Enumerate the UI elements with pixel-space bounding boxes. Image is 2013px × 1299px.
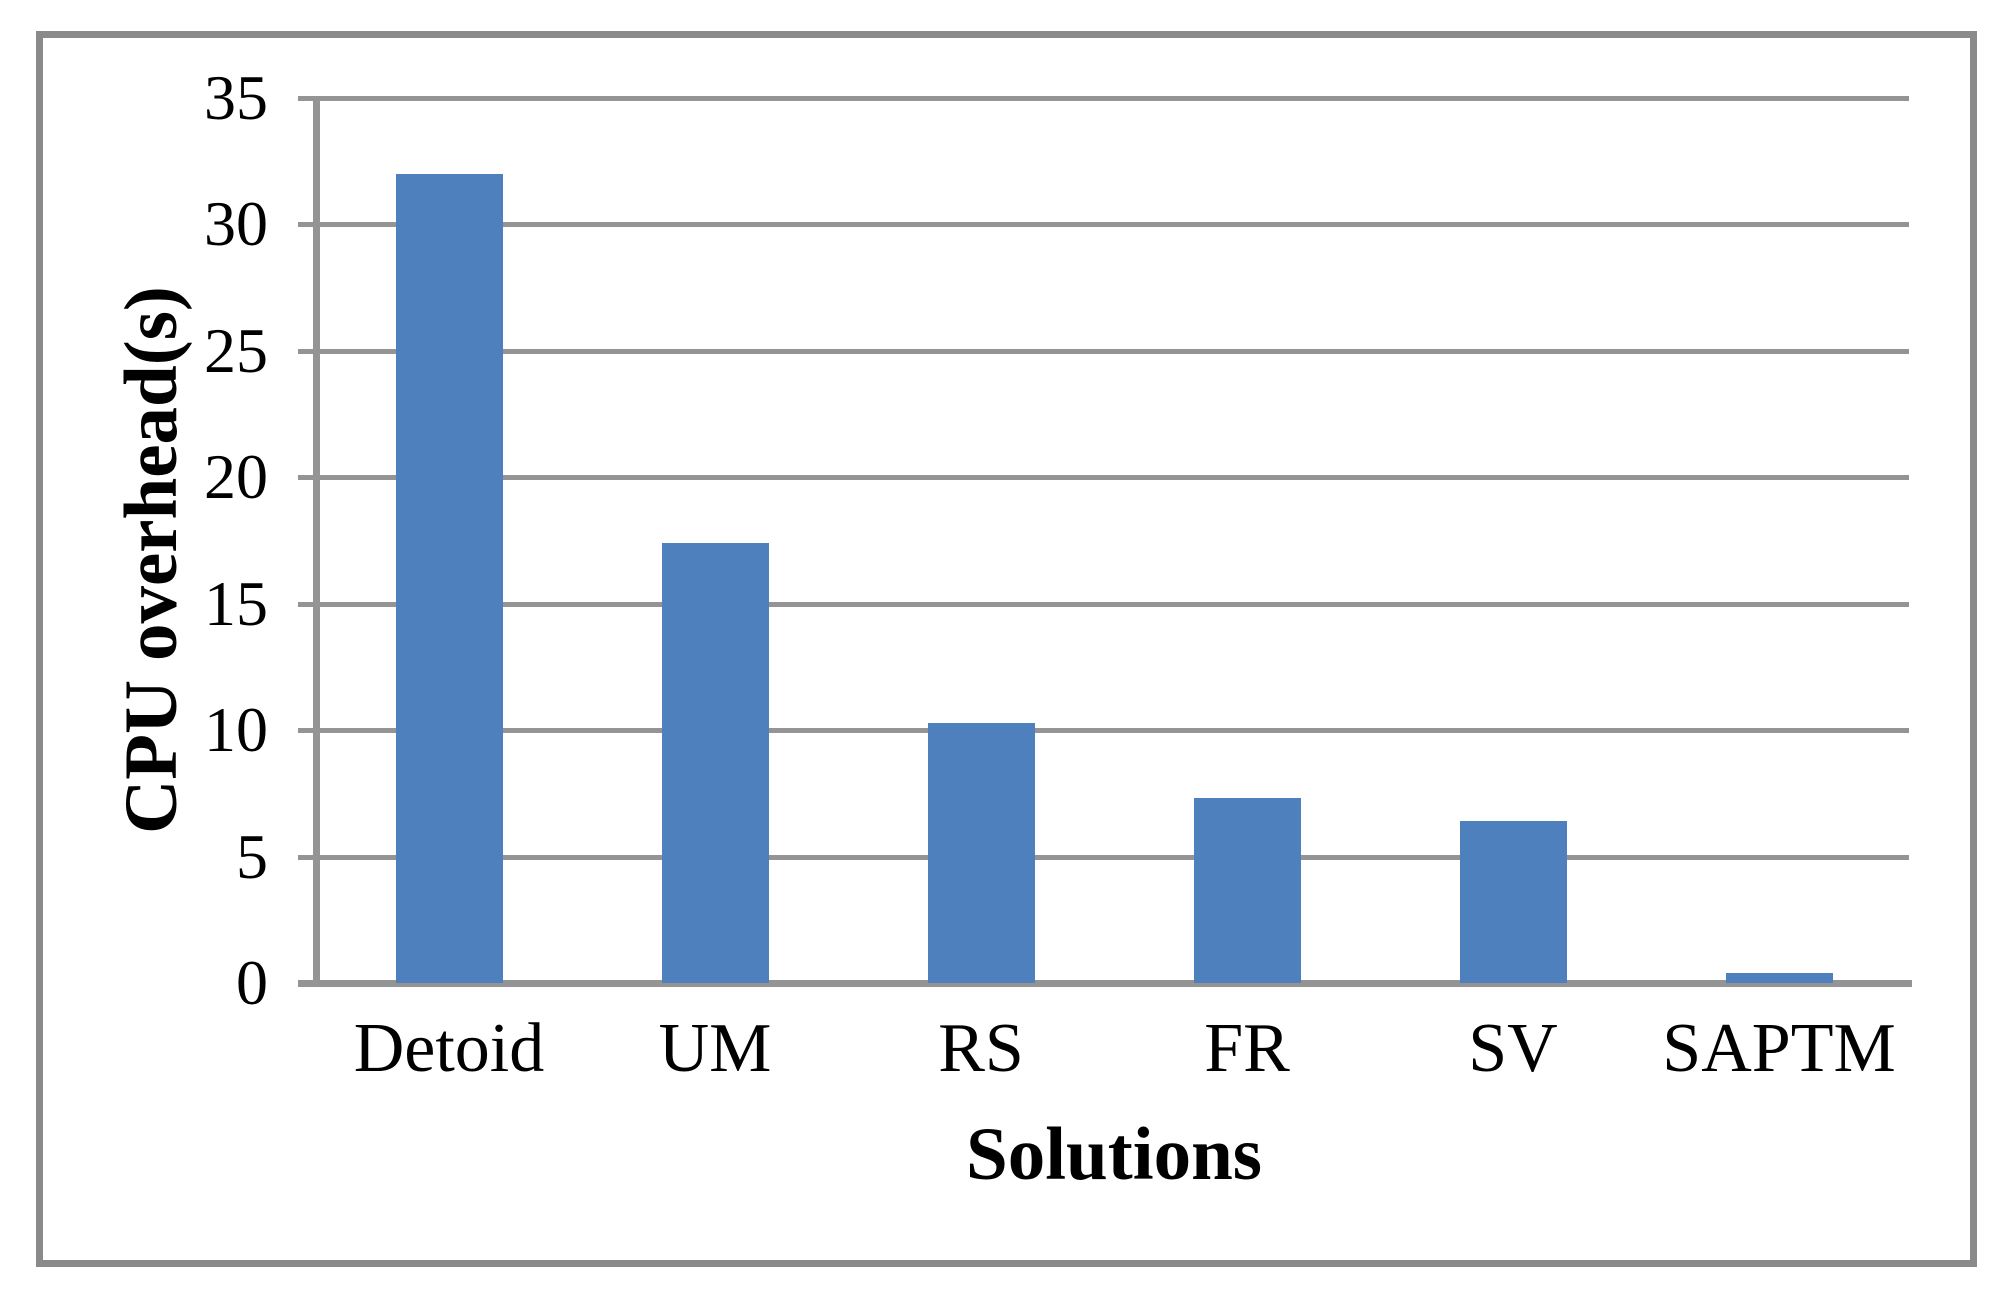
y-axis-tick-label: 25 <box>204 314 268 386</box>
x-axis-title: Solutions <box>966 1113 1262 1196</box>
y-axis-tick-label: 0 <box>236 947 268 1018</box>
y-axis-tick <box>298 601 316 607</box>
gridline <box>316 475 1909 481</box>
category-label-saptm: SAPTM <box>1662 1010 1896 1087</box>
y-axis-tick-label: 35 <box>204 62 268 133</box>
bar-rs <box>927 722 1035 983</box>
y-axis-tick <box>298 348 316 354</box>
category-label-fr: FR <box>1204 1010 1290 1087</box>
y-axis-tick-label: 30 <box>204 188 268 260</box>
y-axis-tick-label: 20 <box>204 441 268 513</box>
bar-saptm <box>1725 972 1833 983</box>
bar-fr <box>1193 798 1301 983</box>
category-label-um: UM <box>658 1010 772 1087</box>
y-axis-tick-label: 10 <box>204 694 268 766</box>
y-axis-title: CPU overhead(s) <box>110 286 193 834</box>
bar-detoid <box>395 173 503 983</box>
gridline <box>316 601 1909 607</box>
y-axis-tick <box>298 222 316 228</box>
y-axis-line <box>313 98 320 987</box>
gridline <box>316 96 1909 101</box>
category-label-detoid: Detoid <box>353 1010 545 1087</box>
gridline <box>316 348 1909 354</box>
gridline <box>316 854 1909 860</box>
category-label-sv: SV <box>1468 1010 1558 1087</box>
bar-um <box>661 543 769 983</box>
chart-border <box>36 31 1977 1267</box>
y-axis-tick-label: 15 <box>204 567 268 639</box>
y-axis-tick <box>298 475 316 481</box>
gridline <box>316 728 1909 734</box>
y-axis-tick-label: 5 <box>236 820 268 892</box>
x-axis-line <box>298 980 1912 987</box>
category-label-rs: RS <box>938 1010 1024 1087</box>
y-axis-tick <box>298 854 316 860</box>
gridline <box>316 222 1909 228</box>
y-axis-tick <box>298 96 316 101</box>
y-axis-tick <box>298 728 316 734</box>
bar-sv <box>1459 821 1567 983</box>
